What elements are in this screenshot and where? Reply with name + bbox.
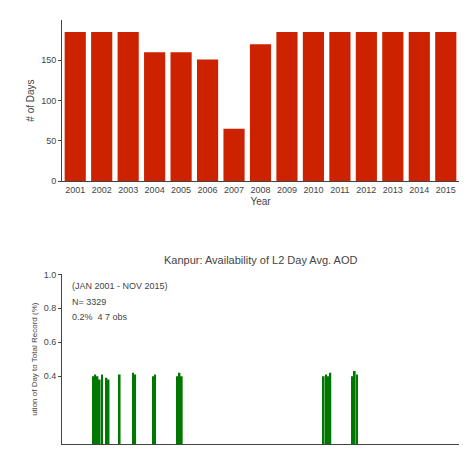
svg-text:0.4: 0.4	[44, 371, 57, 381]
svg-text:2004: 2004	[145, 185, 165, 195]
svg-text:2001: 2001	[65, 185, 85, 195]
svg-text:Year: Year	[250, 196, 271, 207]
svg-text:2011: 2011	[330, 185, 349, 195]
svg-text:2012: 2012	[356, 185, 376, 195]
svg-text:1.0: 1.0	[44, 270, 57, 280]
svg-text:2008: 2008	[250, 185, 270, 195]
svg-text:2003: 2003	[118, 185, 138, 195]
svg-text:2007: 2007	[224, 185, 244, 195]
svg-text:0.2% 4 7 obs: 0.2% 4 7 obs	[72, 312, 128, 322]
svg-text:2010: 2010	[303, 185, 323, 195]
svg-text:0.8: 0.8	[44, 303, 57, 313]
svg-text:150: 150	[41, 55, 56, 65]
svg-text:2002: 2002	[92, 185, 112, 195]
svg-text:Kanpur: Availability of L2 Day: Kanpur: Availability of L2 Day Avg. AOD	[164, 254, 357, 266]
svg-text:2005: 2005	[171, 185, 191, 195]
svg-text:2009: 2009	[277, 185, 297, 195]
svg-text:2015: 2015	[436, 185, 456, 195]
svg-text:ution of Day to Total Record (: ution of Day to Total Record (%)	[30, 302, 39, 416]
svg-text:(JAN 2001 - NOV 2015): (JAN 2001 - NOV 2015)	[72, 281, 168, 291]
svg-text:2014: 2014	[409, 185, 429, 195]
svg-text:50: 50	[46, 136, 56, 146]
svg-text:100: 100	[41, 96, 56, 106]
svg-text:# of Days: # of Days	[25, 79, 36, 121]
svg-text:0: 0	[51, 176, 56, 186]
svg-text:2013: 2013	[383, 185, 403, 195]
svg-text:N= 3329: N= 3329	[72, 297, 106, 307]
svg-text:0.6: 0.6	[44, 337, 57, 347]
svg-text:2006: 2006	[198, 185, 218, 195]
